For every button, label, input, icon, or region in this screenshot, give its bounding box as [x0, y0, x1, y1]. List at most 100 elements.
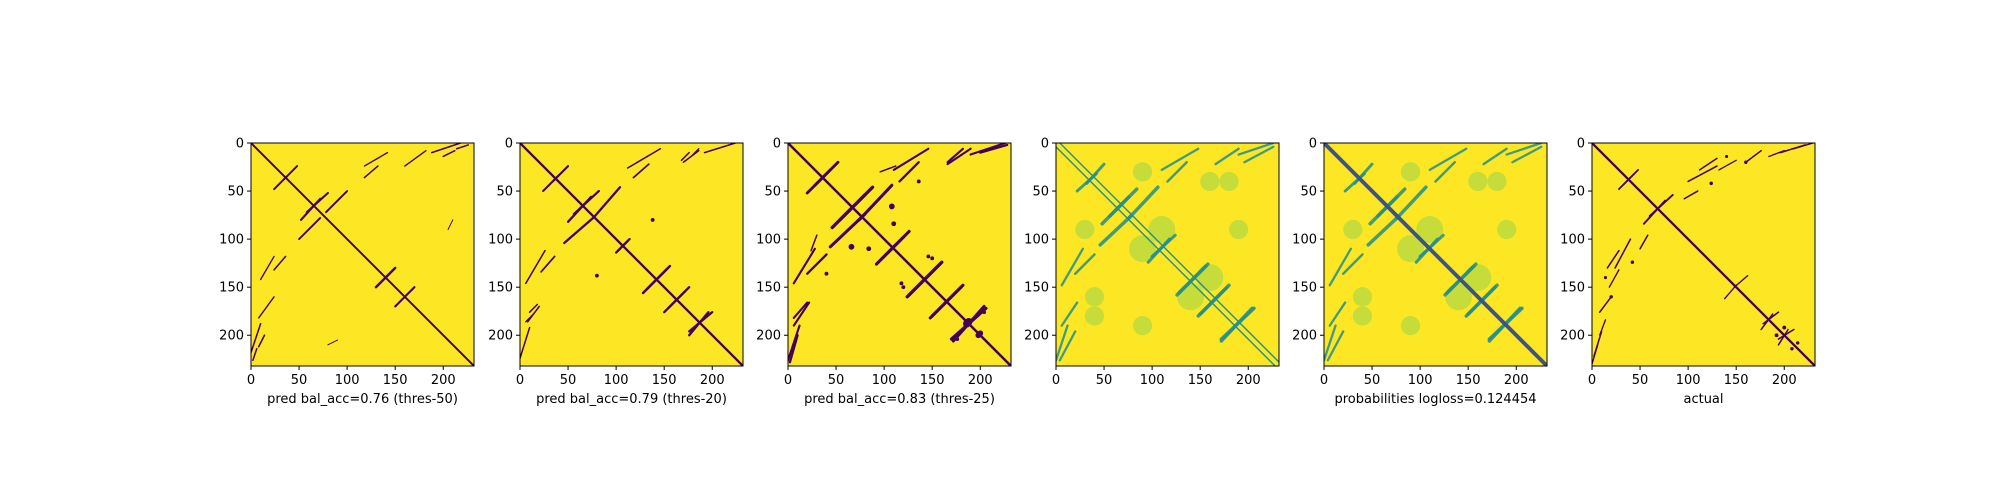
diagonal-line [788, 143, 1011, 366]
contact-band-mirror [1196, 285, 1229, 318]
heatmap-background [1056, 143, 1279, 366]
contact-band [879, 165, 897, 173]
contact-band-mirror [946, 147, 964, 164]
contact-blob-mirror [962, 319, 971, 328]
contact-band-mirror [1127, 185, 1160, 220]
contact-band-mirror [258, 296, 275, 319]
contact-band-mirror [1418, 233, 1445, 258]
x-tick-label: 50 [1096, 373, 1113, 388]
y-tick-label: 100 [488, 233, 513, 248]
contact-band [363, 151, 389, 167]
probability-patch [1219, 171, 1239, 192]
contact-band [806, 253, 828, 275]
contact-band-mirror [905, 262, 942, 299]
x-tick-label: 150 [920, 373, 945, 388]
contact-band [1718, 159, 1737, 171]
diagonal-line [1324, 143, 1547, 366]
contact-blob-mirror [1609, 295, 1613, 299]
x-tick-label: 200 [1772, 373, 1797, 388]
contact-band-mirror [1434, 160, 1456, 183]
contact-band-mirror [1642, 199, 1667, 225]
contact-band-mirror [251, 322, 262, 354]
heatmap-image [1056, 143, 1279, 366]
contact-band-mirror [616, 237, 631, 252]
contact-band [528, 303, 539, 313]
contact-band [252, 347, 258, 362]
contact-band-mirror [442, 149, 456, 158]
x-tick-label: 100 [1676, 373, 1701, 388]
y-tick-label: 150 [488, 281, 513, 296]
contact-band-mirror [1328, 301, 1347, 327]
axes-frame [1323, 142, 1548, 367]
y-tick-label: 0 [505, 137, 513, 152]
y-tick-label: 0 [773, 137, 781, 152]
contact-band-mirror [363, 165, 379, 179]
x-tick-label: 100 [335, 373, 360, 388]
y-tick-label: 200 [1292, 329, 1317, 344]
y-tick-label: 50 [227, 185, 244, 200]
contact-blob [1744, 160, 1748, 164]
y-tick-label: 100 [756, 233, 781, 248]
y-tick-label: 50 [1300, 185, 1317, 200]
contact-band-mirror [1621, 169, 1640, 187]
contact-band [430, 143, 462, 154]
contact-band [1098, 214, 1133, 247]
y-tick-label: 150 [1560, 281, 1585, 296]
contact-blob [926, 254, 931, 259]
x-tick-label: 150 [383, 373, 408, 388]
axes-frame [1591, 142, 1816, 367]
subplot-1: 0 50 100 150 200 0 50 100 150 200 pred bal_acc=0.7… [219, 137, 475, 407]
contact-band [1505, 143, 1543, 156]
contact-band-mirror [830, 193, 867, 230]
y-tick-label: 50 [1568, 185, 1585, 200]
probability-patch [1196, 264, 1224, 292]
contact-band-mirror [447, 219, 454, 230]
y-tick-label: 150 [1024, 281, 1049, 296]
contact-band-mirror [455, 144, 470, 150]
contact-band [703, 143, 737, 154]
x-tick-label: 150 [1456, 373, 1481, 388]
axes-frame [250, 142, 475, 367]
contact-band-mirror [1395, 185, 1428, 220]
probability-patch [1200, 171, 1220, 192]
y-tick-label: 150 [1292, 281, 1317, 296]
contact-blob-mirror [650, 217, 655, 222]
x-tick-label: 0 [1588, 373, 1596, 388]
heatmap-image [520, 143, 743, 366]
probability-patch [1487, 171, 1507, 192]
contact-band-mirror [1639, 234, 1649, 250]
contact-band-mirror [1608, 269, 1620, 288]
x-axis-label: pred bal_acc=0.76 (thres-50) [267, 392, 458, 407]
contact-band-mirror [1056, 324, 1069, 362]
contact-band-mirror [928, 285, 963, 320]
contact-blob-mirror [1790, 346, 1794, 351]
subplot-5: 0 50 100 150 200 0 50 100 150 200 probabilities lo… [1292, 137, 1548, 407]
probability-patch [1397, 235, 1424, 263]
probability-patch [1084, 287, 1105, 307]
contact-band-mirror [688, 311, 710, 337]
contact-band-mirror [663, 289, 687, 314]
x-tick-label: 150 [1724, 373, 1749, 388]
contact-blob-mirror [1774, 333, 1779, 338]
contact-band-mirror [1745, 149, 1762, 163]
x-tick-label: 0 [247, 373, 255, 388]
contact-band [1160, 147, 1200, 172]
contact-band-mirror [810, 234, 818, 252]
contact-band-mirror [325, 190, 349, 214]
x-tick-label: 50 [560, 373, 577, 388]
probability-patch [1343, 219, 1363, 240]
x-axis-label: actual [1683, 392, 1723, 407]
diagonal-line [1592, 143, 1815, 366]
x-tick-label: 50 [828, 373, 845, 388]
contact-band [257, 334, 266, 348]
contact-blob [824, 271, 829, 276]
contact-band-mirror [792, 301, 811, 327]
axes-frame [519, 142, 744, 367]
x-tick-label: 150 [1188, 373, 1213, 388]
contact-band [327, 339, 338, 346]
x-tick-label: 200 [968, 373, 993, 388]
x-tick-label: 200 [1236, 373, 1261, 388]
contact-band-mirror [880, 229, 911, 260]
contact-band [1606, 249, 1620, 269]
contact-band [946, 147, 972, 166]
